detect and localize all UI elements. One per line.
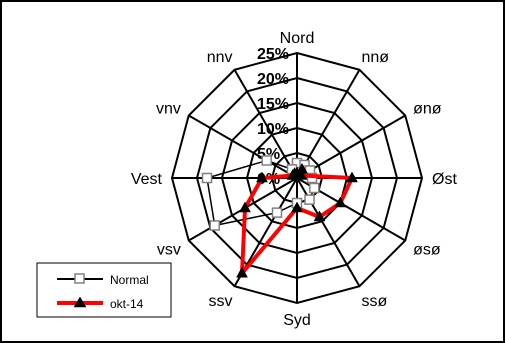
- direction-label: øsø: [413, 242, 441, 259]
- tick-label: 25%: [257, 46, 289, 63]
- data-point: [271, 207, 283, 218]
- direction-label: Syd: [283, 312, 311, 329]
- series-okt-14: [236, 162, 358, 280]
- legend: Normal okt-14: [36, 262, 172, 318]
- series-layer: [201, 155, 358, 280]
- data-point: [239, 201, 251, 213]
- direction-label: Vest: [131, 171, 163, 188]
- tick-labels: 0%5%10%15%20%25%: [257, 46, 289, 188]
- direction-label: ssø: [362, 293, 388, 310]
- data-point: [309, 182, 320, 194]
- data-point: [334, 196, 347, 208]
- direction-label: nnø: [362, 49, 390, 66]
- data-point: [201, 172, 213, 184]
- grid-spoke: [233, 69, 298, 179]
- tick-label: 15%: [257, 96, 289, 113]
- data-point: [291, 201, 303, 213]
- data-point: [261, 155, 272, 166]
- legend-box: [36, 262, 172, 318]
- legend-normal-label: Normal: [110, 273, 149, 287]
- direction-label: ssv: [209, 293, 233, 310]
- direction-label: nnv: [207, 49, 233, 66]
- data-point: [346, 171, 358, 183]
- tick-label: 20%: [257, 71, 289, 88]
- grid-spoke: [188, 114, 298, 179]
- data-point: [313, 210, 326, 222]
- direction-label: vnv: [156, 101, 181, 118]
- direction-label: Nord: [280, 30, 315, 47]
- legend-normal-marker: [74, 273, 85, 284]
- direction-labels: Nord nnø ønø Øst øsø ssø Syd ssv vsv Vest vnv nnv: [131, 30, 458, 329]
- legend-okt-marker: [73, 296, 87, 308]
- data-point: [256, 171, 268, 183]
- tick-label: 10%: [257, 121, 289, 138]
- direction-label: Øst: [432, 171, 457, 188]
- data-point: [209, 220, 220, 231]
- direction-label: ønø: [413, 101, 442, 118]
- legend-okt-label: okt-14: [110, 297, 144, 311]
- data-point: [236, 266, 248, 278]
- data-point: [288, 167, 301, 178]
- data-point: [304, 194, 315, 205]
- direction-label: vsv: [157, 242, 181, 259]
